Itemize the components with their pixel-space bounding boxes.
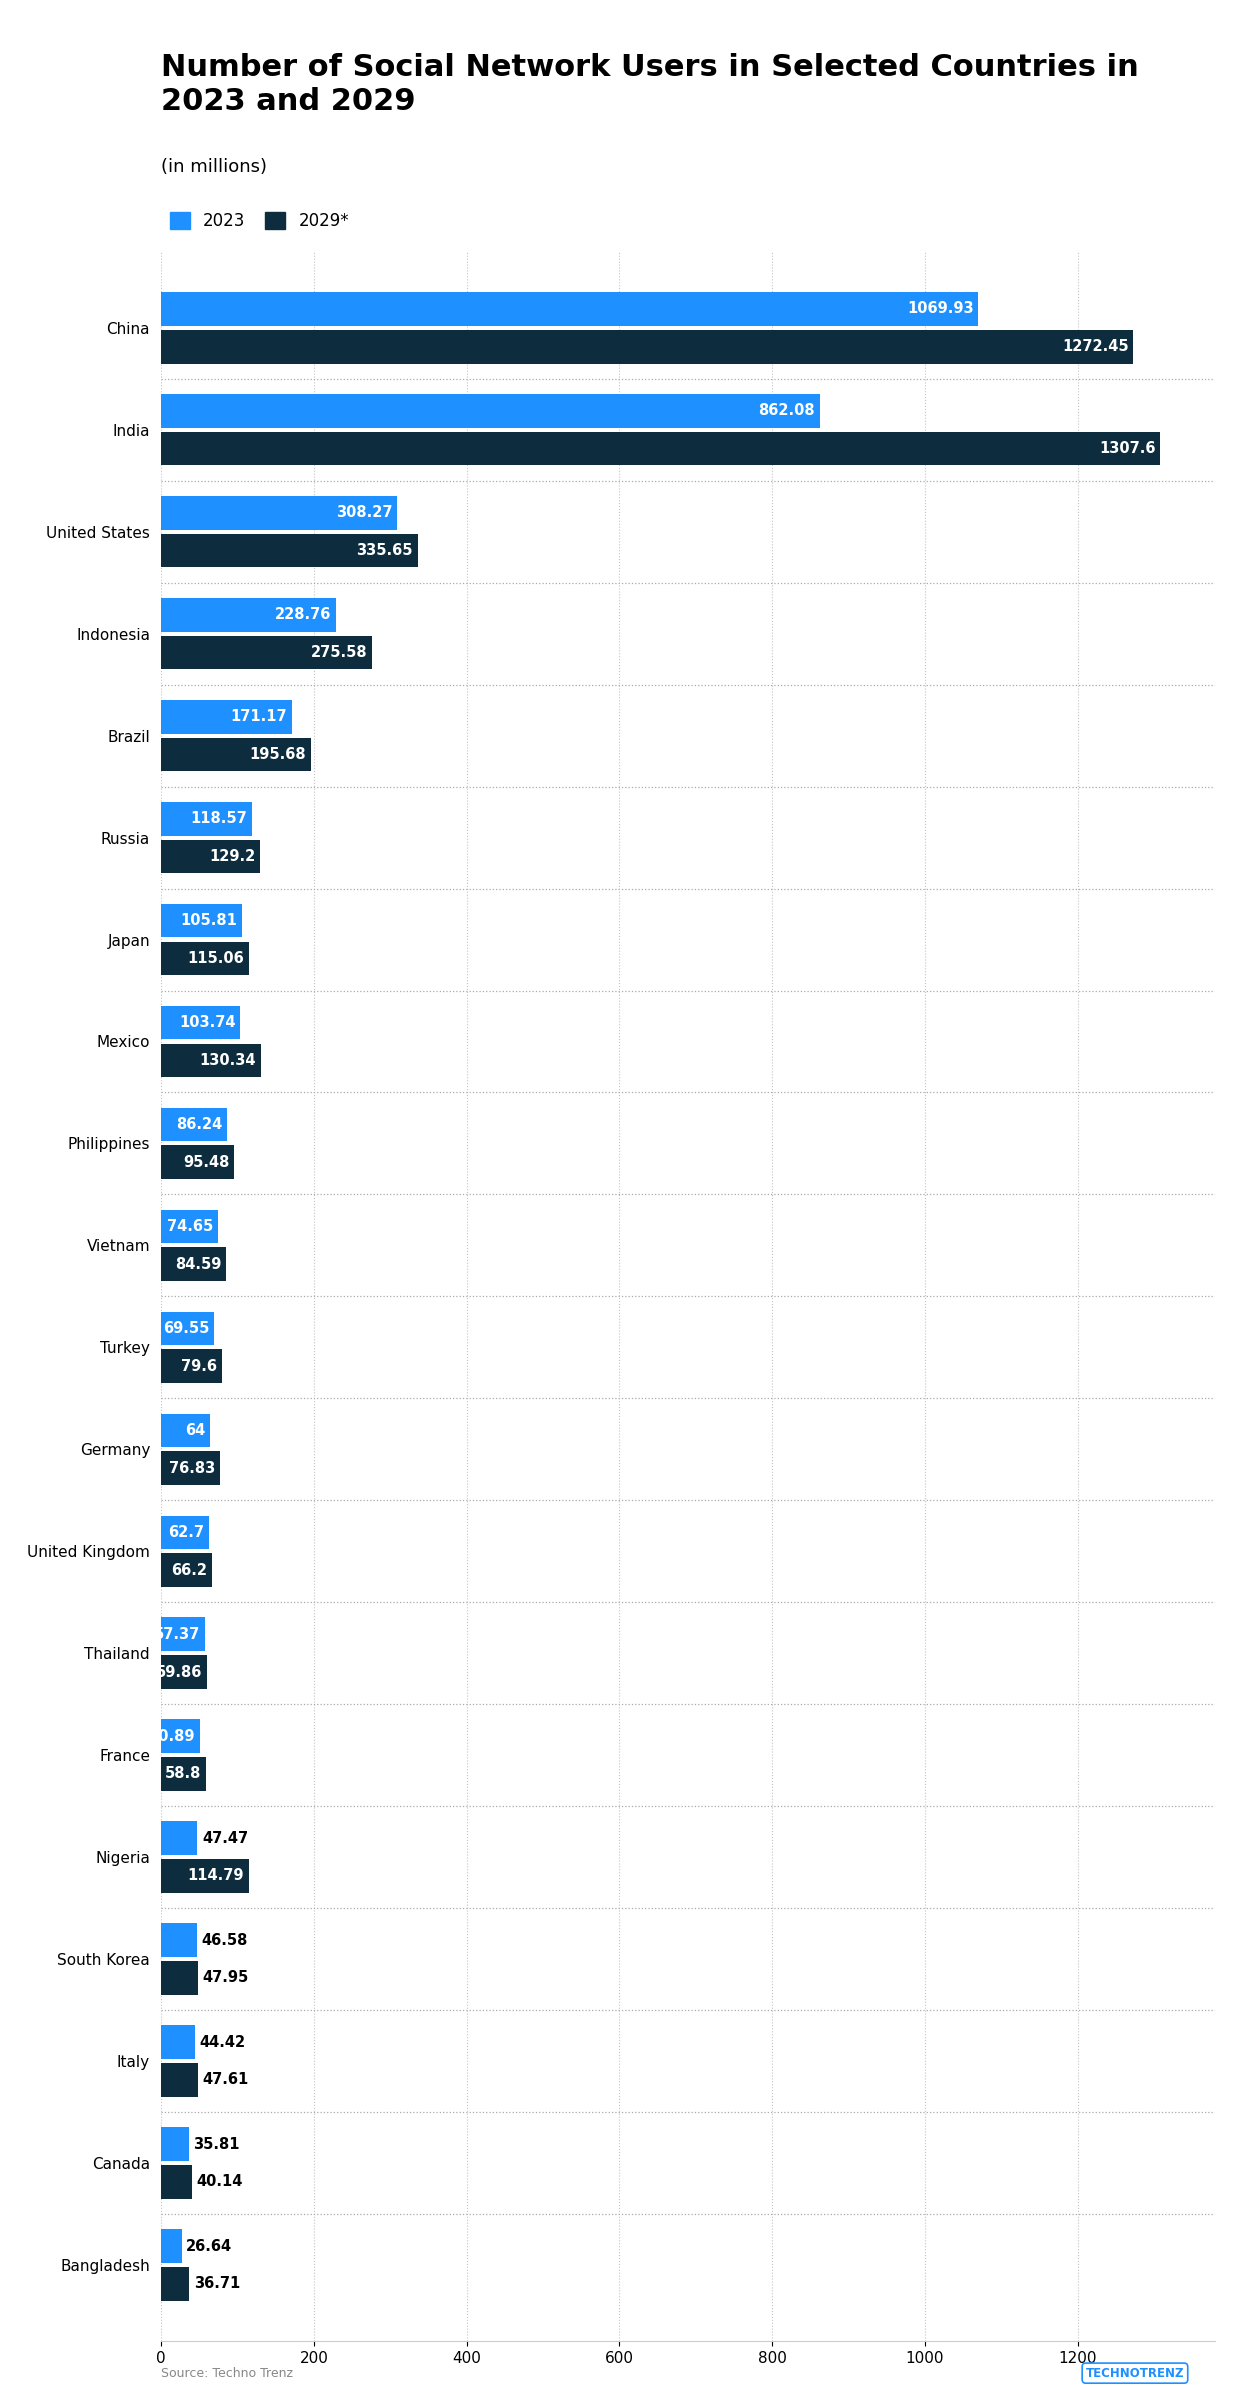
Bar xyxy=(161,292,978,326)
Text: 275.58: 275.58 xyxy=(310,644,367,661)
Text: (in millions): (in millions) xyxy=(161,158,267,177)
Bar xyxy=(161,737,311,771)
Bar xyxy=(161,1922,197,1956)
Text: 228.76: 228.76 xyxy=(275,608,331,622)
Text: 59.86: 59.86 xyxy=(156,1664,202,1681)
Text: 62.7: 62.7 xyxy=(169,1525,205,1539)
Bar xyxy=(161,1312,215,1345)
Text: 47.47: 47.47 xyxy=(202,1831,248,1846)
Text: 118.57: 118.57 xyxy=(191,812,247,826)
Text: 130.34: 130.34 xyxy=(200,1053,257,1068)
Bar xyxy=(161,1515,210,1549)
Bar xyxy=(161,699,291,733)
Bar xyxy=(161,1412,210,1448)
Bar xyxy=(161,2025,195,2059)
Text: 103.74: 103.74 xyxy=(180,1015,236,1029)
Text: Source: Techno Trenz: Source: Techno Trenz xyxy=(161,2368,293,2380)
Text: 86.24: 86.24 xyxy=(176,1118,222,1132)
Bar xyxy=(161,2164,192,2198)
Bar xyxy=(161,1350,222,1384)
Bar xyxy=(161,1554,212,1587)
Bar xyxy=(161,2128,188,2162)
Text: 114.79: 114.79 xyxy=(187,1867,244,1884)
Bar xyxy=(161,1719,200,1752)
Text: 79.6: 79.6 xyxy=(181,1360,217,1374)
Text: 26.64: 26.64 xyxy=(186,2238,232,2253)
Text: 76.83: 76.83 xyxy=(169,1460,216,1475)
Text: 115.06: 115.06 xyxy=(187,950,244,965)
Text: 64: 64 xyxy=(185,1422,206,1439)
Text: 1069.93: 1069.93 xyxy=(908,302,973,316)
Bar xyxy=(161,496,397,529)
Bar xyxy=(161,1044,260,1077)
Bar xyxy=(161,330,1133,364)
Text: 46.58: 46.58 xyxy=(201,1932,248,1949)
Bar xyxy=(161,2267,190,2301)
Bar xyxy=(161,2064,197,2097)
Bar xyxy=(161,1860,249,1894)
Bar xyxy=(161,1451,219,1484)
Bar xyxy=(161,1005,241,1039)
Bar xyxy=(161,802,252,836)
Bar xyxy=(161,431,1159,464)
Text: 105.81: 105.81 xyxy=(181,912,237,929)
Bar xyxy=(161,395,820,429)
Text: 69.55: 69.55 xyxy=(164,1321,210,1336)
Bar xyxy=(161,905,242,938)
Text: TECHNOTRENZ: TECHNOTRENZ xyxy=(1086,2368,1184,2380)
Text: 862.08: 862.08 xyxy=(759,405,815,419)
Bar xyxy=(161,598,336,632)
Text: Number of Social Network Users in Selected Countries in
2023 and 2029: Number of Social Network Users in Select… xyxy=(161,53,1140,117)
Text: 40.14: 40.14 xyxy=(196,2174,243,2188)
Text: 66.2: 66.2 xyxy=(171,1563,207,1578)
Bar xyxy=(161,1654,207,1688)
Text: 1307.6: 1307.6 xyxy=(1099,440,1156,457)
Bar xyxy=(161,1144,234,1180)
Text: 35.81: 35.81 xyxy=(193,2135,239,2152)
Text: 195.68: 195.68 xyxy=(249,747,306,761)
Legend: 2023, 2029*: 2023, 2029* xyxy=(170,211,350,230)
Text: 335.65: 335.65 xyxy=(356,543,413,558)
Bar xyxy=(161,2229,181,2262)
Text: 1272.45: 1272.45 xyxy=(1061,340,1128,354)
Bar xyxy=(161,941,249,974)
Bar xyxy=(161,1822,197,1855)
Text: 308.27: 308.27 xyxy=(336,505,392,519)
Text: 44.42: 44.42 xyxy=(200,2035,246,2049)
Text: 129.2: 129.2 xyxy=(210,850,255,864)
Text: 50.89: 50.89 xyxy=(149,1728,196,1743)
Bar xyxy=(161,1757,206,1791)
Text: 58.8: 58.8 xyxy=(165,1767,202,1781)
Bar xyxy=(161,1209,218,1242)
Text: 36.71: 36.71 xyxy=(193,2277,241,2291)
Bar xyxy=(161,1961,198,1994)
Text: 84.59: 84.59 xyxy=(175,1257,221,1271)
Bar xyxy=(161,840,260,874)
Text: 47.61: 47.61 xyxy=(202,2073,248,2088)
Text: 57.37: 57.37 xyxy=(154,1628,201,1642)
Bar xyxy=(161,637,372,670)
Text: 74.65: 74.65 xyxy=(167,1219,213,1233)
Text: 95.48: 95.48 xyxy=(184,1154,229,1171)
Bar xyxy=(161,1618,205,1652)
Text: 47.95: 47.95 xyxy=(202,1970,249,1985)
Bar xyxy=(161,1247,226,1281)
Text: 171.17: 171.17 xyxy=(231,709,288,725)
Bar xyxy=(161,534,418,567)
Bar xyxy=(161,1108,227,1142)
